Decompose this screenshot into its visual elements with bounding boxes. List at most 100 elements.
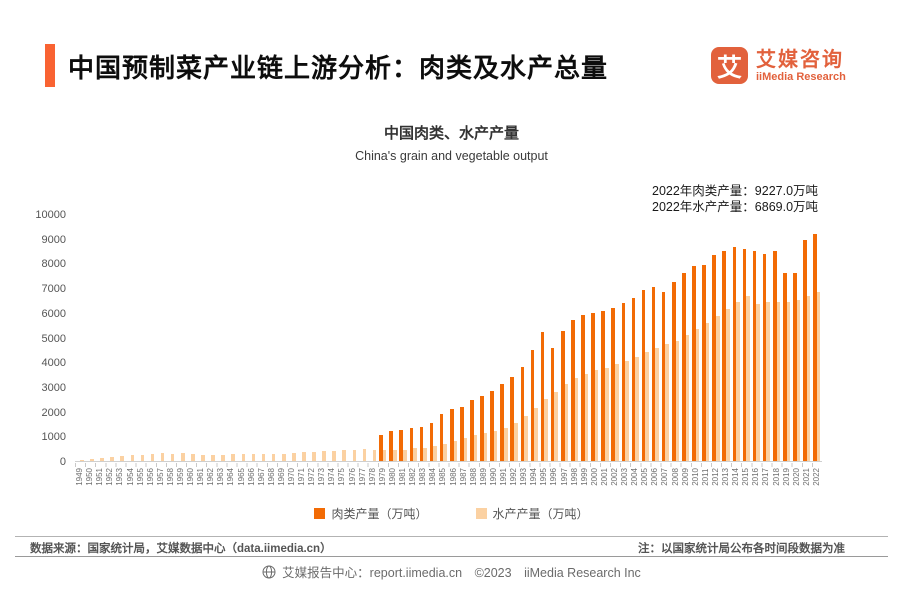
x-tick-label: 1980 bbox=[387, 468, 397, 486]
y-tick-label: 3000 bbox=[41, 381, 66, 394]
bar bbox=[413, 448, 417, 461]
bar bbox=[130, 455, 135, 461]
bar-group bbox=[176, 215, 186, 461]
x-tick-label: 2013 bbox=[721, 468, 731, 486]
bar-group bbox=[489, 215, 499, 461]
bar bbox=[419, 426, 424, 461]
bar bbox=[302, 452, 306, 461]
bar bbox=[661, 292, 666, 461]
bar bbox=[292, 453, 296, 461]
bar bbox=[766, 302, 771, 461]
footer-divider bbox=[15, 556, 888, 557]
x-tick-label: 1964 bbox=[226, 468, 236, 486]
bar bbox=[806, 296, 811, 461]
bar bbox=[584, 373, 589, 461]
bar-group bbox=[277, 215, 287, 461]
bar bbox=[110, 456, 114, 461]
x-tick-label: 2010 bbox=[690, 468, 700, 486]
bar bbox=[601, 310, 605, 461]
bar bbox=[362, 449, 367, 461]
x-tick-label: 1986 bbox=[448, 468, 458, 486]
y-tick-label: 1000 bbox=[41, 431, 66, 444]
x-tick-label: 2015 bbox=[741, 468, 751, 486]
plot-bars bbox=[75, 215, 822, 461]
bar bbox=[449, 409, 454, 461]
bar-group bbox=[691, 215, 701, 461]
x-tick-label: 1981 bbox=[398, 468, 408, 486]
bar bbox=[100, 457, 104, 461]
bar bbox=[645, 352, 649, 461]
x-tick-label: 1970 bbox=[287, 468, 297, 486]
bar-group bbox=[761, 215, 771, 461]
bar bbox=[490, 390, 494, 461]
bar bbox=[231, 454, 236, 461]
x-tick-label: 1950 bbox=[85, 468, 95, 486]
bar bbox=[453, 440, 458, 461]
bar bbox=[641, 290, 646, 461]
x-tick-label: 1975 bbox=[337, 468, 347, 486]
bar-group bbox=[721, 215, 731, 461]
bar bbox=[550, 348, 555, 461]
data-source-text: 数据来源：国家统计局，艾媒数据中心（data.iimedia.cn） bbox=[30, 543, 332, 555]
x-tick-label: 1949 bbox=[75, 468, 85, 486]
data-note-text: 注：以国家统计局公布各时间段数据为准 bbox=[638, 543, 845, 555]
x-tick-label: 2009 bbox=[680, 468, 690, 486]
bar bbox=[409, 427, 414, 461]
x-tick-label: 2011 bbox=[700, 468, 710, 486]
bar bbox=[261, 453, 266, 461]
x-tick-label: 1972 bbox=[307, 468, 317, 486]
bar bbox=[251, 453, 256, 461]
chart-subtitle: China's grain and vegetable output bbox=[355, 149, 548, 163]
x-tick-label: 1983 bbox=[418, 468, 428, 486]
bar-group bbox=[378, 215, 388, 461]
bar bbox=[621, 302, 626, 461]
x-tick-label: 2020 bbox=[791, 468, 801, 486]
bar bbox=[271, 454, 276, 461]
bar bbox=[470, 400, 474, 461]
bar bbox=[191, 453, 195, 461]
x-tick-label: 2022 bbox=[811, 468, 821, 486]
bar bbox=[816, 292, 821, 461]
title-accent-bar bbox=[45, 44, 55, 87]
bar bbox=[594, 369, 599, 461]
x-tick-label: 1996 bbox=[549, 468, 559, 486]
x-tick-label: 2017 bbox=[761, 468, 771, 486]
bar-group bbox=[751, 215, 761, 461]
bar bbox=[443, 443, 448, 461]
bar-group bbox=[196, 215, 206, 461]
bar bbox=[564, 384, 569, 461]
logo-name-en: iiMedia Research bbox=[756, 70, 846, 83]
bar bbox=[752, 250, 757, 461]
iimedia-logo-icon: 艾 bbox=[711, 47, 748, 84]
bar bbox=[574, 377, 579, 461]
bar bbox=[776, 302, 781, 461]
x-tick-label: 1990 bbox=[488, 468, 498, 486]
bar bbox=[534, 408, 538, 461]
x-tick-label: 1954 bbox=[125, 468, 135, 486]
x-tick-label: 1988 bbox=[468, 468, 478, 486]
x-tick-label: 1978 bbox=[367, 468, 377, 486]
bar bbox=[429, 423, 434, 461]
bar bbox=[342, 450, 347, 461]
x-tick-label: 1960 bbox=[186, 468, 196, 486]
bar-group bbox=[388, 215, 398, 461]
x-tick-label: 1959 bbox=[175, 468, 185, 486]
x-tick-label: 2000 bbox=[589, 468, 599, 486]
bar bbox=[540, 331, 545, 461]
y-tick-label: 5000 bbox=[41, 332, 66, 345]
bar-group bbox=[428, 215, 438, 461]
chart-legend: 肉类产量（万吨） 水产产量（万吨） bbox=[0, 505, 903, 522]
x-tick-label: 1985 bbox=[438, 468, 448, 486]
x-tick-label: 2004 bbox=[630, 468, 640, 486]
bar-group bbox=[186, 215, 196, 461]
x-tick-label: 1992 bbox=[509, 468, 519, 486]
x-tick-label: 1956 bbox=[145, 468, 155, 486]
x-tick-label: 2016 bbox=[751, 468, 761, 486]
bar bbox=[675, 340, 680, 461]
bar-group bbox=[479, 215, 489, 461]
x-tick-label: 1971 bbox=[297, 468, 307, 486]
bar-group bbox=[741, 215, 751, 461]
x-tick-label: 2021 bbox=[801, 468, 811, 486]
footer-text: 艾媒报告中心：report.iimedia.cn ©2023 iiMedia R… bbox=[282, 566, 641, 580]
bar-group bbox=[287, 215, 297, 461]
